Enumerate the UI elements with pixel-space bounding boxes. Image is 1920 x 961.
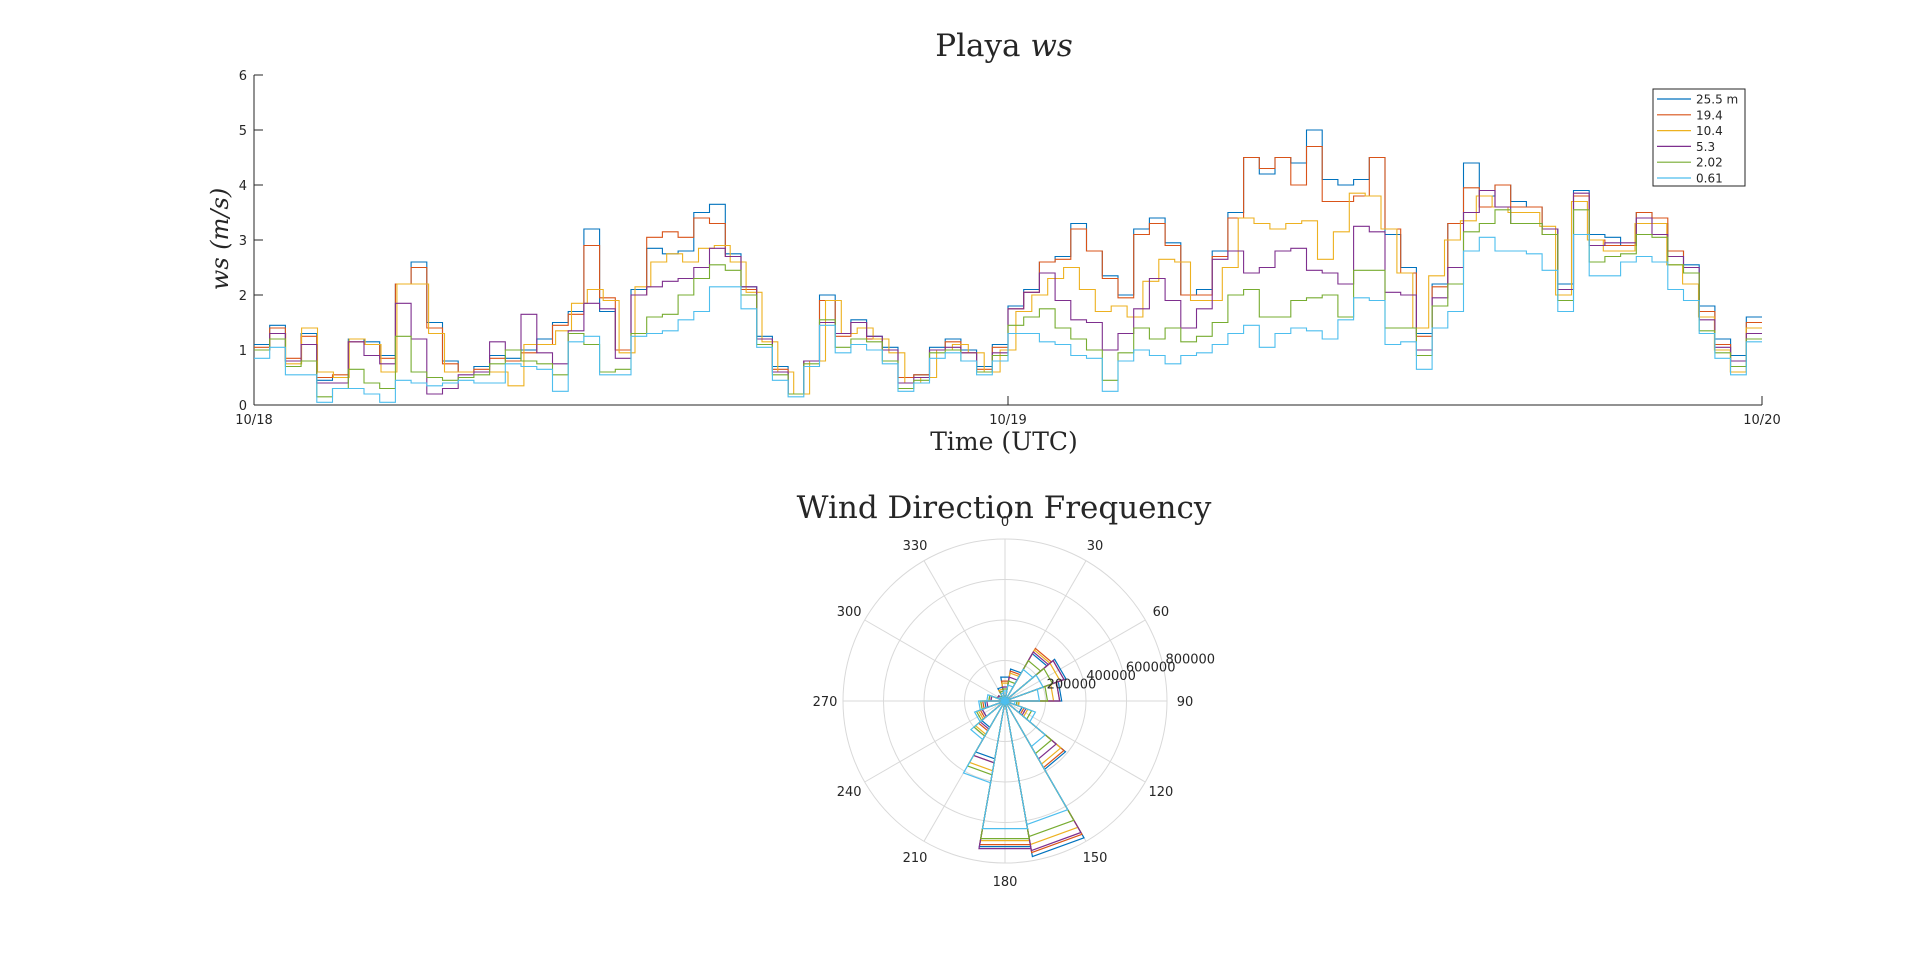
y-tick-label: 2 [239, 289, 247, 304]
theta-tick-label: 120 [1148, 785, 1173, 800]
series-line-2 [254, 192, 1762, 395]
theta-tick-label: 60 [1153, 605, 1170, 620]
polar-spoke [1004, 619, 1146, 702]
y-tick-label: 1 [239, 344, 247, 359]
series-line-3 [254, 189, 1762, 395]
y-tick-label: 5 [239, 124, 247, 139]
theta-tick-label: 150 [1083, 851, 1108, 866]
theta-tick-label: 210 [903, 851, 928, 866]
theta-tick-label: 240 [837, 785, 862, 800]
y-tick-label: 6 [239, 69, 247, 84]
polar-spoke [923, 560, 1006, 702]
x-tick-label: 10/18 [235, 413, 272, 428]
theta-tick-label: 0 [1001, 515, 1009, 530]
theta-tick-label: 330 [903, 539, 928, 554]
series-line-5 [254, 233, 1762, 403]
radial-tick-label: 800000 [1165, 652, 1215, 667]
theta-tick-label: 30 [1087, 539, 1104, 554]
radial-tick-label: 400000 [1086, 669, 1136, 684]
timeseries-xlabel: Time (UTC) [930, 427, 1078, 456]
theta-tick-label: 270 [813, 695, 838, 710]
x-tick-label: 10/19 [989, 413, 1026, 428]
theta-tick-label: 180 [993, 875, 1018, 890]
polar-series-4 [966, 659, 1075, 840]
polar-panel: 0 30 60 90 120 150 180 210 240 270 300 330 200000400… [797, 490, 1215, 890]
polar-spoke [864, 619, 1006, 702]
timeseries-ylabel: ws (m/s) [206, 188, 234, 290]
polar-spoke [864, 700, 1006, 783]
timeseries-axes: 0 1 2 3 4 5 6 10/18 10/19 10/20 [235, 69, 1780, 428]
theta-tick-label: 90 [1177, 695, 1194, 710]
theta-tick-label: 300 [837, 605, 862, 620]
legend-entry: 0.61 [1696, 172, 1723, 186]
timeseries-legend: 25.5 m19.4 10.4 5.3 2.02 0.61 [1652, 88, 1746, 187]
timeseries-panel: Playa ws ws (m/s) Time (UTC) 0 1 2 3 4 5 6 10/1… [206, 28, 1781, 456]
y-tick-label: 4 [239, 179, 247, 194]
radial-tick-label: 200000 [1047, 678, 1097, 693]
legend-entry: 10.4 [1696, 124, 1723, 138]
x-tick-label: 10/20 [1743, 413, 1780, 428]
y-tick-label: 3 [239, 234, 247, 249]
legend-entry: 19.4 [1696, 108, 1723, 122]
polar-spoke [1004, 700, 1146, 783]
legend-entry: 5.3 [1696, 140, 1715, 154]
polar-labels: 0 30 60 90 120 150 180 210 240 270 300 330 200000400… [813, 515, 1216, 890]
polar-bars [962, 647, 1085, 858]
legend-entry: 25.5 m [1696, 93, 1738, 107]
polar-title: Wind Direction Frequency [797, 490, 1212, 526]
timeseries-lines [254, 129, 1762, 403]
timeseries-title: Playa ws [935, 28, 1073, 64]
legend-box [1652, 88, 1746, 187]
legend-entry: 2.02 [1696, 156, 1723, 170]
y-tick-label: 0 [239, 399, 247, 414]
radial-tick-label: 600000 [1126, 661, 1176, 676]
polar-series-5 [962, 668, 1069, 830]
